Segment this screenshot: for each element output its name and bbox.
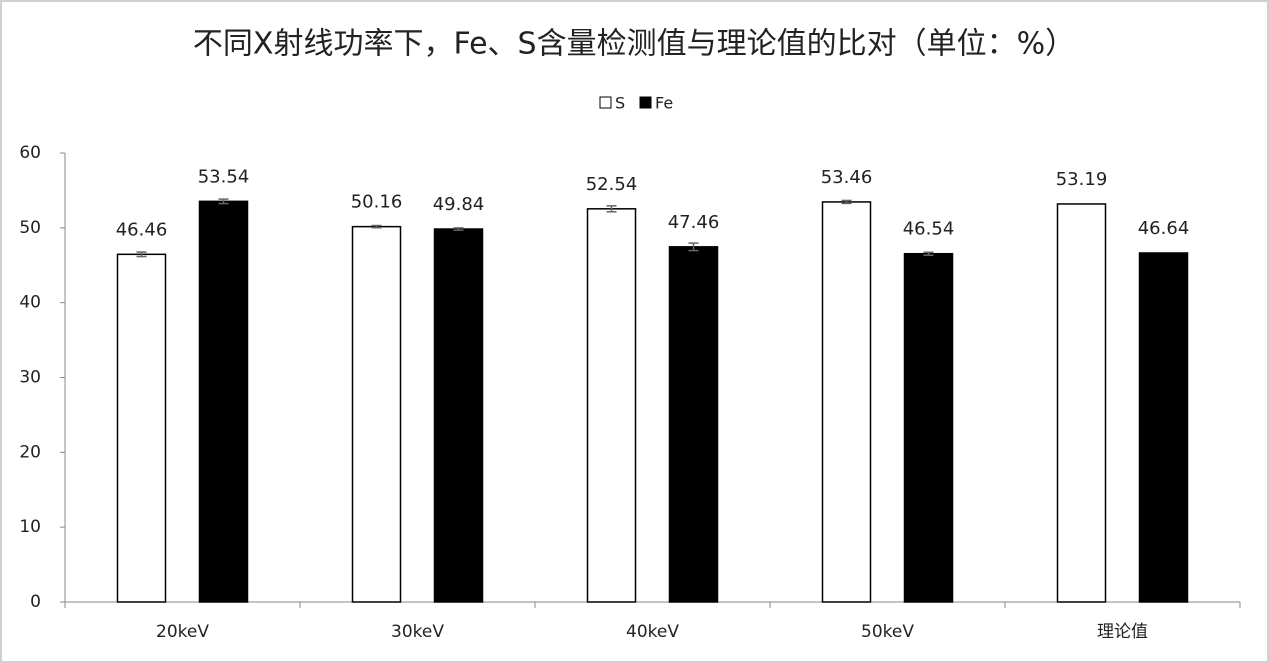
bar bbox=[821, 201, 872, 603]
chart-title: 不同X射线功率下，Fe、S含量检测值与理论值的比对（单位：%） bbox=[193, 27, 1075, 62]
x-tick-label: 30keV bbox=[391, 622, 444, 642]
x-tick-label: 40keV bbox=[626, 622, 679, 642]
x-tick-label: 20keV bbox=[156, 622, 209, 642]
bar bbox=[433, 228, 484, 603]
value-label: 47.46 bbox=[668, 212, 720, 233]
value-label: 46.54 bbox=[903, 219, 955, 240]
y-tick-label: 30 bbox=[19, 368, 41, 388]
bar bbox=[116, 253, 167, 603]
bar bbox=[586, 208, 637, 603]
value-label: 50.16 bbox=[351, 192, 403, 213]
value-label: 49.84 bbox=[433, 194, 485, 215]
bar bbox=[903, 252, 954, 603]
bar bbox=[668, 246, 719, 603]
legend-marker bbox=[639, 96, 652, 109]
y-tick-label: 10 bbox=[19, 517, 41, 537]
x-tick-label: 理论值 bbox=[1097, 622, 1148, 642]
x-tick-label: 50keV bbox=[861, 622, 914, 642]
y-tick-label: 60 bbox=[19, 143, 41, 163]
value-label: 53.46 bbox=[821, 167, 873, 188]
y-tick-label: 0 bbox=[30, 592, 41, 612]
y-tick-label: 40 bbox=[19, 293, 41, 313]
legend-label: Fe bbox=[655, 94, 673, 113]
legend-label: S bbox=[615, 94, 625, 113]
value-label: 53.54 bbox=[198, 166, 250, 187]
legend-marker bbox=[599, 96, 612, 109]
y-tick-label: 50 bbox=[19, 218, 41, 238]
value-label: 53.19 bbox=[1056, 169, 1108, 190]
bar bbox=[1138, 252, 1189, 603]
value-label: 46.46 bbox=[116, 219, 168, 240]
value-label: 52.54 bbox=[586, 174, 638, 195]
bar bbox=[198, 200, 249, 603]
bar bbox=[1056, 203, 1107, 603]
value-label: 46.64 bbox=[1138, 218, 1190, 239]
y-tick-label: 20 bbox=[19, 442, 41, 462]
bar bbox=[351, 225, 402, 603]
